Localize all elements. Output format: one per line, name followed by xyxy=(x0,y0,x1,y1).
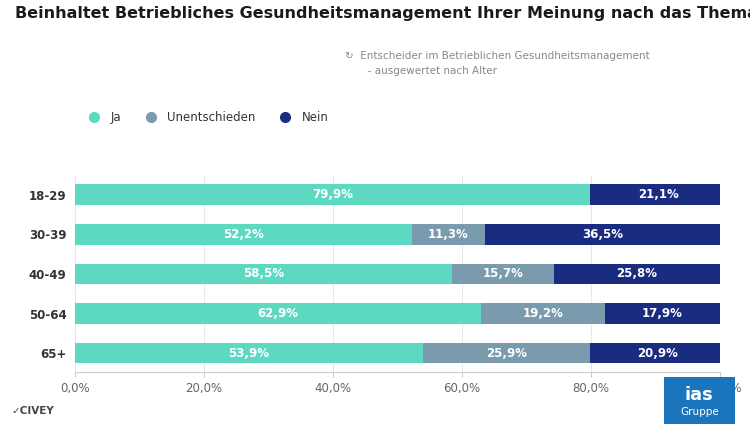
Text: 19,2%: 19,2% xyxy=(522,307,563,320)
Text: 17,9%: 17,9% xyxy=(642,307,682,320)
Bar xyxy=(412,224,485,245)
Text: ↻  Entscheider im Betrieblichen Gesundheitsmanagement
       - ausgewertet nach : ↻ Entscheider im Betrieblichen Gesundhei… xyxy=(345,51,650,76)
Text: 53,9%: 53,9% xyxy=(228,347,269,360)
Bar xyxy=(423,343,590,363)
Bar xyxy=(484,224,720,245)
Text: 25,8%: 25,8% xyxy=(616,268,657,280)
Text: 62,9%: 62,9% xyxy=(257,307,298,320)
Bar xyxy=(75,264,452,284)
Legend: Ja, Unentschieden, Nein: Ja, Unentschieden, Nein xyxy=(78,107,334,129)
Text: Beinhaltet Betriebliches Gesundheitsmanagement Ihrer Meinung nach das Thema "Men: Beinhaltet Betriebliches Gesundheitsmana… xyxy=(15,6,750,21)
Text: 79,9%: 79,9% xyxy=(312,188,353,201)
Text: ias: ias xyxy=(685,386,714,404)
Bar xyxy=(604,303,720,324)
Bar xyxy=(75,224,412,245)
Bar xyxy=(75,303,481,324)
Text: 20,9%: 20,9% xyxy=(637,347,677,360)
Text: 11,3%: 11,3% xyxy=(427,228,469,241)
Bar xyxy=(590,343,724,363)
Text: 25,9%: 25,9% xyxy=(486,347,526,360)
Text: 21,1%: 21,1% xyxy=(638,188,679,201)
Text: 36,5%: 36,5% xyxy=(582,228,622,241)
Text: 15,7%: 15,7% xyxy=(482,268,524,280)
Text: 58,5%: 58,5% xyxy=(243,268,284,280)
Bar xyxy=(75,343,423,363)
Bar xyxy=(590,184,727,205)
Text: ✓CIVEY: ✓CIVEY xyxy=(11,406,54,416)
Bar xyxy=(452,264,554,284)
Bar xyxy=(481,303,604,324)
Text: Gruppe: Gruppe xyxy=(680,407,718,417)
Bar xyxy=(75,184,590,205)
Bar xyxy=(554,264,720,284)
Text: 52,2%: 52,2% xyxy=(223,228,264,241)
